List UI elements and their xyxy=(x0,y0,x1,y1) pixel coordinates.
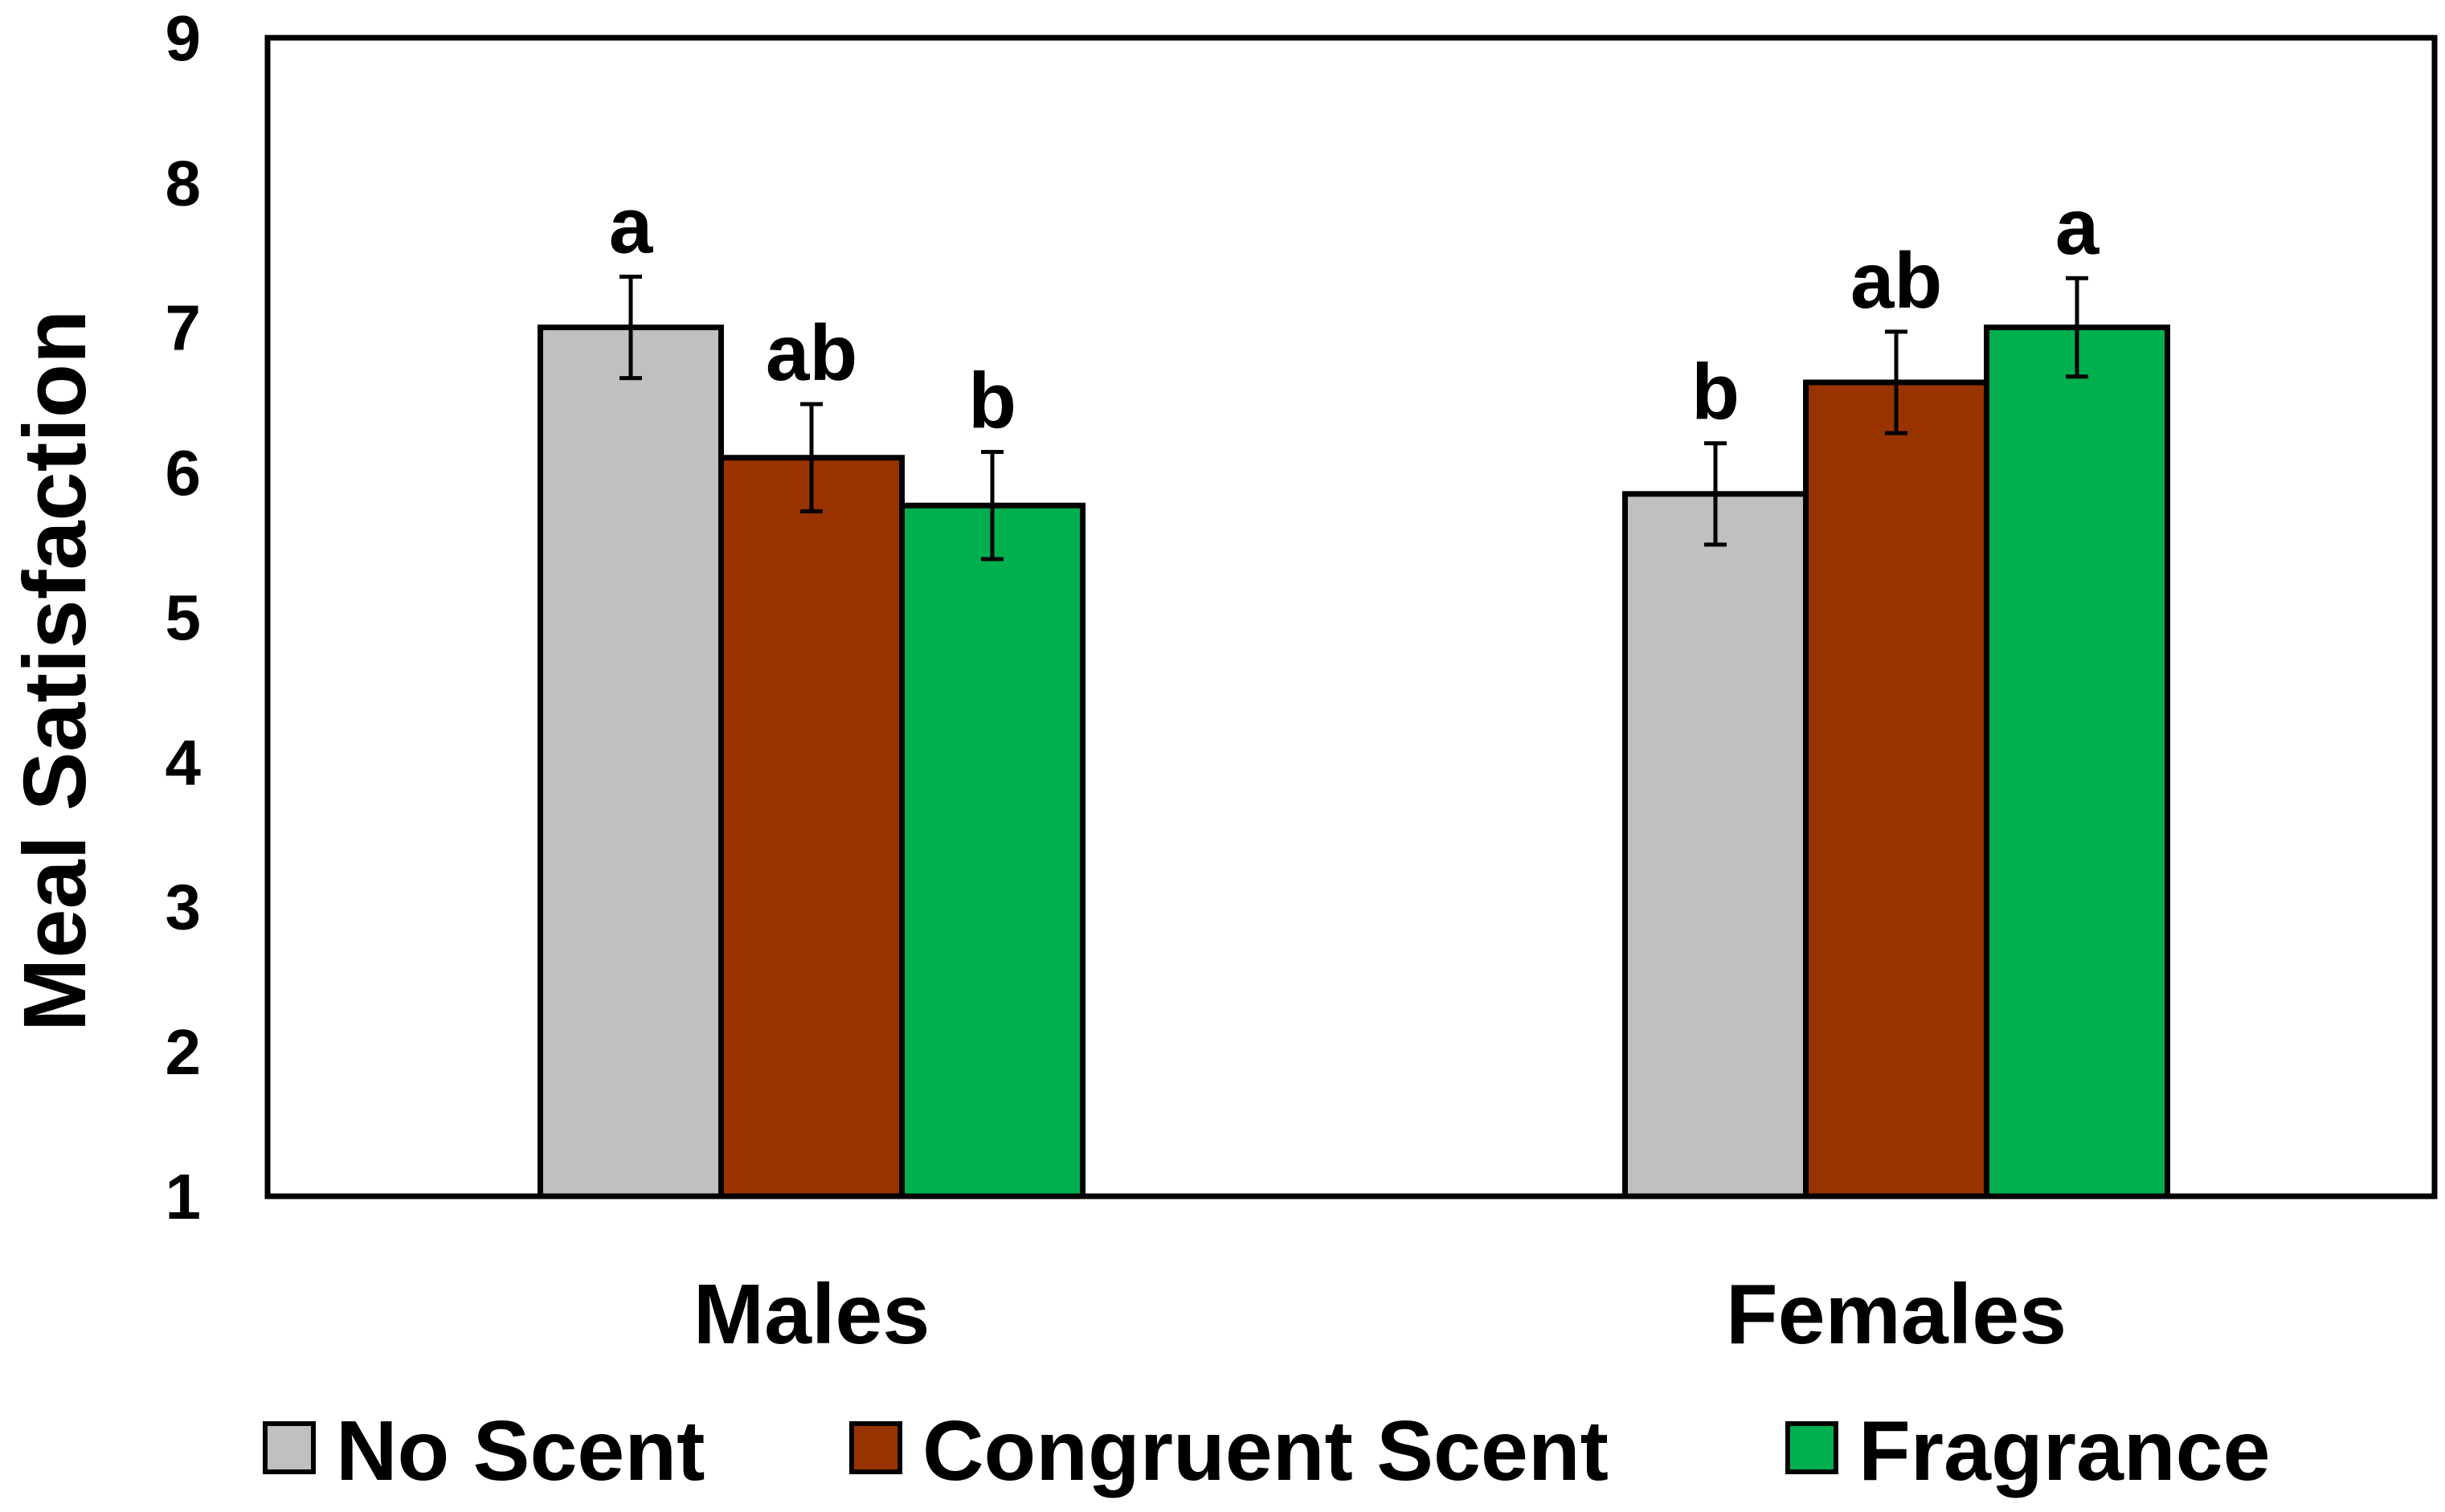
legend-swatch xyxy=(263,1421,316,1474)
x-axis-categories: Males Females xyxy=(693,1267,2067,1362)
y-axis-title: Meal Satisfaction xyxy=(6,310,104,1032)
legend-swatch xyxy=(1785,1421,1838,1474)
y-tick-label: 7 xyxy=(166,292,202,364)
legend-item: No Scent xyxy=(263,1404,705,1498)
x-category-label: Males xyxy=(693,1267,930,1362)
y-tick-label: 6 xyxy=(166,437,202,509)
bar xyxy=(718,455,905,1199)
legend: No Scent Congruent Scent Fragrance xyxy=(263,1404,2271,1498)
significance-label: ab xyxy=(766,309,857,397)
significance-label: ab xyxy=(1850,236,1942,325)
y-tick-label: 1 xyxy=(166,1161,202,1232)
x-category-label: Females xyxy=(1726,1267,2067,1362)
y-axis-ticks: 1 2 3 4 5 6 7 8 9 xyxy=(166,2,202,1232)
significance-label: a xyxy=(2055,182,2100,271)
plot-area xyxy=(264,35,2438,1199)
y-tick-label: 9 xyxy=(166,2,202,74)
y-tick-label: 2 xyxy=(166,1016,202,1088)
legend-label: Fragrance xyxy=(1858,1404,2271,1498)
bar xyxy=(1803,379,1989,1199)
legend-item: Congruent Scent xyxy=(849,1404,1609,1498)
bar xyxy=(899,502,1086,1199)
significance-label: b xyxy=(968,357,1016,445)
error-bars xyxy=(619,274,2088,562)
legend-label: No Scent xyxy=(336,1404,705,1498)
bar xyxy=(1984,325,2170,1199)
bar xyxy=(1622,491,1809,1199)
plot-frame xyxy=(264,35,2438,1199)
y-tick-label: 4 xyxy=(166,726,202,798)
y-tick-label: 3 xyxy=(166,872,202,943)
y-tick-label: 5 xyxy=(166,582,202,653)
bars xyxy=(538,325,2170,1199)
bar xyxy=(538,325,724,1199)
legend-swatch xyxy=(849,1421,902,1474)
significance-label: a xyxy=(609,181,654,269)
legend-label: Congruent Scent xyxy=(922,1404,1609,1498)
y-tick-label: 8 xyxy=(166,147,202,219)
significance-label: b xyxy=(1691,348,1740,436)
legend-item: Fragrance xyxy=(1785,1404,2271,1498)
